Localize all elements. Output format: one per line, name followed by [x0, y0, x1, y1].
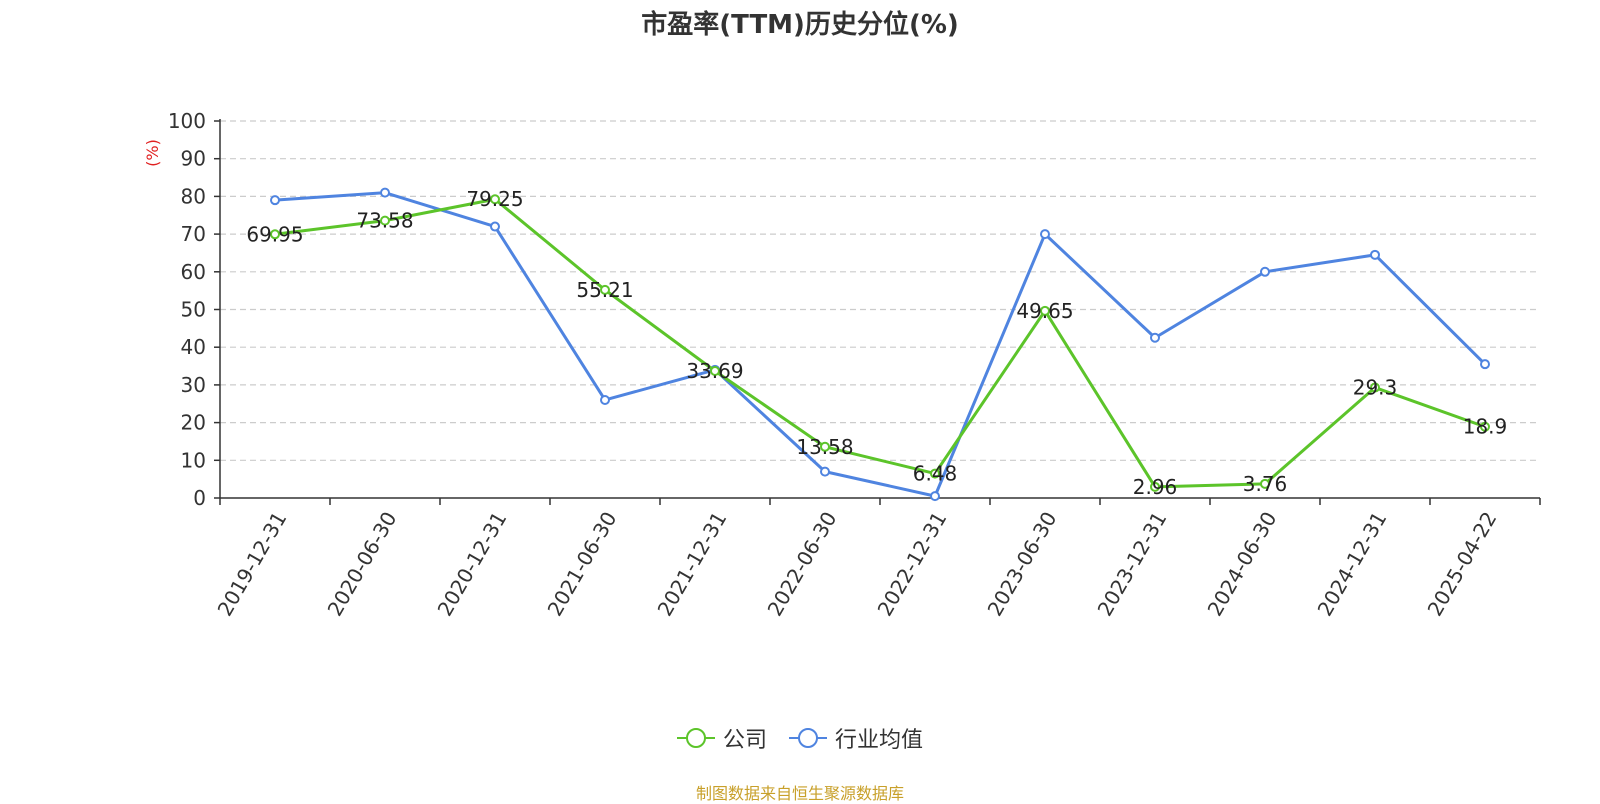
data-point-industry[interactable] [1370, 249, 1380, 260]
data-point-industry[interactable] [1480, 359, 1490, 370]
data-point-industry[interactable] [1260, 266, 1270, 277]
y-tick-label: 80 [181, 184, 206, 208]
data-point-industry[interactable] [490, 221, 500, 232]
legend-item-industry[interactable]: 行业均值 [789, 722, 923, 754]
chart-title: 市盈率(TTM)历史分位(%) [641, 10, 959, 40]
data-point-company[interactable] [1480, 421, 1490, 432]
data-label-company: 18.9 [1463, 415, 1508, 439]
data-point-industry[interactable] [1040, 229, 1050, 240]
x-tick-label: 2023-12-31 [1093, 508, 1172, 621]
data-labels: 69.95 73.58 79.25 55.21 33.69 13.58 6.48 49.65 2… [246, 187, 1507, 499]
y-tick-label: 50 [181, 298, 206, 322]
y-tick-label: 60 [181, 260, 206, 284]
data-point-industry[interactable] [270, 195, 280, 206]
y-tick-label: 100 [168, 109, 206, 133]
series-line-company [274, 197, 1486, 489]
data-point-industry[interactable] [380, 187, 390, 198]
x-tick-label: 2021-06-30 [543, 508, 622, 621]
data-point-industry[interactable] [930, 491, 940, 502]
x-tick-label: 2021-12-31 [653, 508, 732, 621]
data-point-company[interactable] [380, 215, 390, 226]
data-point-industry[interactable] [820, 466, 830, 477]
data-label-company: 69.95 [246, 222, 303, 246]
legend-company-line-marker-icon [676, 728, 715, 748]
data-point-company[interactable] [270, 229, 280, 240]
data-point-company[interactable] [930, 468, 940, 479]
source-note: 制图数据来自恒生聚源数据库 [695, 784, 904, 803]
legend: 公司 行业均值 [0, 722, 1600, 754]
data-point-company[interactable] [1260, 478, 1270, 489]
data-point-industry[interactable] [600, 394, 610, 405]
data-label-company: 6.48 [913, 462, 958, 486]
data-point-industry[interactable] [1150, 332, 1160, 343]
x-tick-label: 2019-12-31 [213, 508, 292, 621]
data-label-company: 55.21 [576, 278, 633, 302]
data-label-company: 13.58 [796, 435, 853, 459]
x-tick-label: 2020-12-31 [433, 508, 512, 621]
data-label-company: 2.96 [1133, 475, 1178, 499]
data-point-company[interactable] [490, 194, 500, 205]
data-point-company[interactable] [600, 284, 610, 295]
data-point-company[interactable] [1040, 305, 1050, 316]
data-label-company: 29.3 [1353, 376, 1398, 400]
y-tick-label: 20 [181, 411, 206, 435]
x-tick-label: 2023-06-30 [983, 508, 1062, 621]
data-point-company[interactable] [1150, 481, 1160, 492]
series-line-industry [274, 191, 1487, 498]
y-tick-label: 10 [181, 448, 206, 472]
data-label-company: 33.69 [686, 359, 743, 383]
x-tick-label: 2020-06-30 [323, 508, 402, 621]
legend-industry-line-marker-icon [789, 728, 827, 748]
data-label-company: 3.76 [1243, 472, 1288, 496]
data-label-company: 73.58 [356, 209, 413, 233]
y-tick-label: 90 [181, 147, 206, 171]
y-axis-unit-label: (%) [143, 139, 162, 167]
data-point-company[interactable] [820, 441, 830, 452]
x-tick-label: 2022-12-31 [873, 508, 952, 621]
data-point-company[interactable] [710, 365, 720, 376]
y-tick-label: 30 [181, 373, 206, 397]
axes: 0 10 20 30 40 50 60 70 80 90 100 2019-12-31 2020-06-… [168, 109, 1541, 621]
y-tick-label: 40 [181, 335, 206, 359]
x-tick-label: 2022-06-30 [763, 508, 842, 621]
y-tick-label: 70 [181, 222, 206, 246]
y-tick-label: 0 [193, 486, 206, 510]
legend-label-industry: 行业均值 [835, 728, 924, 753]
data-point-company[interactable] [1370, 382, 1380, 393]
grid-lines [220, 120, 1540, 461]
x-tick-label: 2024-06-30 [1203, 508, 1282, 621]
data-label-company: 79.25 [466, 187, 523, 211]
series-lines [270, 187, 1490, 502]
legend-item-company[interactable]: 公司 [676, 722, 767, 754]
legend-label-company: 公司 [722, 728, 767, 753]
data-label-company: 49.65 [1016, 299, 1073, 323]
x-tick-label: 2024-12-31 [1313, 508, 1392, 621]
x-tick-label: 2025-04-22 [1423, 508, 1502, 621]
